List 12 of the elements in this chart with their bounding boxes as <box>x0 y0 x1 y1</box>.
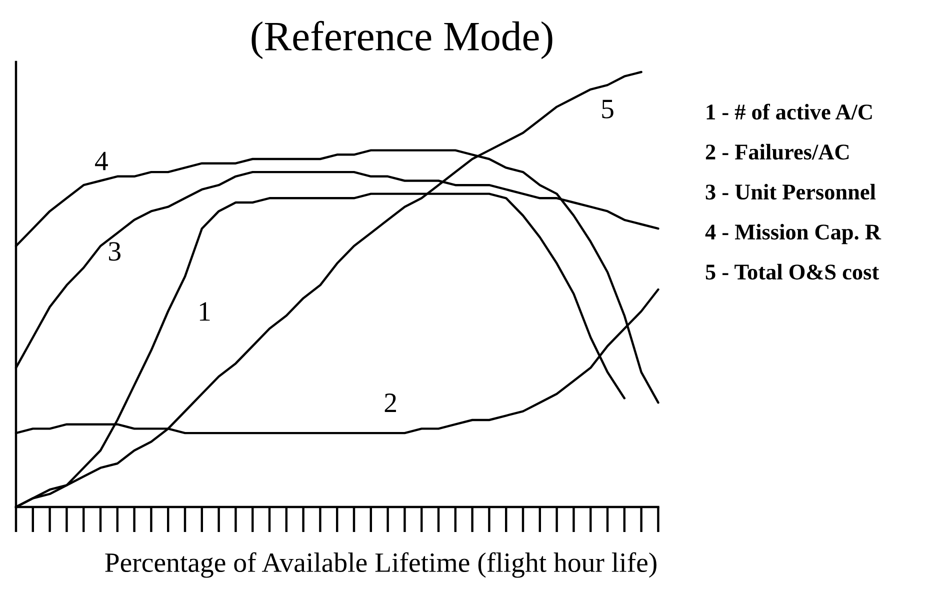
text: 1 - # of active A/C <box>706 104 872 120</box>
series-label: 4 <box>95 152 108 170</box>
text: 5 - Total O&S cost <box>706 264 880 280</box>
text: 2 - Failures/AC <box>706 144 849 160</box>
series-label: 3 <box>109 242 120 261</box>
series-label: 2 <box>384 394 396 412</box>
series-label: 5 <box>602 100 614 118</box>
series-label: 1 <box>200 302 210 321</box>
x-axis-title: Percentage of Available Lifetime (flight hour life) <box>105 552 656 578</box>
text: 4 - Mission Cap. R <box>705 224 882 244</box>
chart-title: (Reference Mode) <box>252 20 552 60</box>
text: 3 - Unit Personnel <box>706 184 876 200</box>
